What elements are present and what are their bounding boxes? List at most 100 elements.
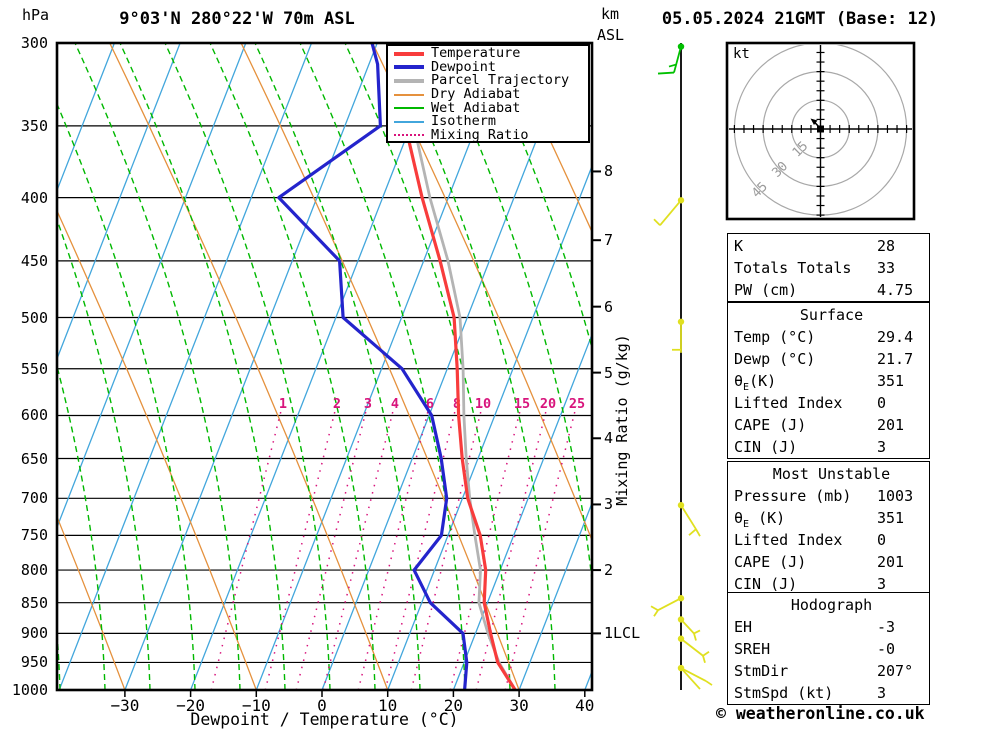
pressure-axis-unit: hPa	[22, 6, 50, 24]
wind-barb-dot	[677, 501, 685, 509]
wind-barb	[673, 46, 682, 73]
km-tick-label: 2	[604, 561, 614, 580]
pressure-tick-label: 300	[20, 34, 48, 52]
pressure-tick-label: 950	[20, 653, 48, 672]
panel-row-label: PW (cm)	[734, 281, 798, 299]
panel-row-value: 3	[877, 684, 887, 702]
panel-row-value: 3	[877, 438, 887, 456]
panel-row-label: CAPE (J)	[734, 553, 807, 571]
temp-tick-label: −30	[110, 696, 140, 715]
legend-item: Parcel Trajectory	[394, 74, 588, 88]
panel-row-value: 351	[877, 372, 905, 390]
wind-barb	[705, 680, 713, 686]
wind-barb	[680, 504, 697, 530]
temp-tick-label: 30	[509, 696, 529, 715]
legend-item: Wet Adiabat	[394, 101, 588, 115]
pressure-tick-label: 650	[20, 449, 48, 468]
temp-tick-label: −10	[241, 696, 271, 715]
mixing-ratio-line-label: 3	[364, 396, 372, 412]
km-tick-label: 5	[604, 363, 614, 382]
panel-row-value: 21.7	[877, 350, 914, 368]
pressure-tick-label: 350	[20, 116, 48, 135]
wind-barb	[653, 218, 661, 226]
panel-row: θE (K) 351	[734, 507, 929, 530]
panel-row-label: Lifted Index	[734, 394, 843, 412]
panel-row-value: 28	[877, 237, 896, 255]
panel-title: Surface	[799, 306, 864, 324]
hodograph-origin-dot	[817, 125, 824, 133]
hodograph-unit-label: kt	[733, 46, 750, 62]
panel-row-value: 351	[877, 509, 905, 527]
pressure-tick-label: 450	[20, 251, 48, 270]
panel-row-value: 201	[877, 553, 905, 571]
legend-item: Dewpoint	[394, 58, 588, 75]
wind-barb	[668, 63, 677, 68]
panel-row: StmSpd (kt) 3	[734, 682, 929, 704]
wind-barb-dot	[677, 635, 685, 642]
wind-barb	[693, 629, 701, 635]
wind-barb	[657, 597, 682, 612]
wind-barb	[653, 609, 659, 617]
legend-item: Mixing Ratio	[394, 126, 588, 143]
km-tick-label: 4	[604, 429, 614, 448]
panel-row: CIN (J) 3	[734, 436, 929, 458]
legend-line-sample	[394, 134, 424, 137]
legend-item-label: Mixing Ratio	[431, 126, 529, 143]
panel-row-value: 4.75	[877, 281, 914, 299]
panel-row: K 28	[734, 235, 929, 257]
legend-line-sample	[394, 78, 424, 83]
panel-row-label: Lifted Index	[734, 531, 843, 549]
panel-row-label: θE(K)	[734, 372, 777, 393]
series-temperature	[392, 42, 517, 691]
x-axis-title: Dewpoint / Temperature (°C)	[190, 710, 459, 729]
pressure-tick-label: 500	[20, 308, 48, 327]
wind-barb	[680, 638, 704, 657]
legend: Temperature Dewpoint Parcel Trajectory Dry …	[386, 44, 590, 143]
panel-row-value: -3	[877, 618, 896, 636]
legend-item: Isotherm	[394, 115, 588, 129]
legend-item-label: Dewpoint	[431, 58, 497, 75]
wind-barb-dot	[677, 616, 685, 623]
temp-tick-label: 20	[443, 696, 464, 715]
mixing-ratio-line-label: 10	[475, 396, 491, 412]
pressure-tick-label: 1000	[11, 681, 48, 699]
panel-row: Lifted Index 0	[734, 392, 929, 414]
legend-item-label: Temperature	[431, 45, 521, 62]
km-tick-label: 8	[604, 162, 614, 181]
legend-line-sample	[394, 120, 424, 123]
panel-row-value: 207°	[877, 662, 914, 680]
panel-row: CAPE (J) 201	[734, 551, 929, 573]
panel-row-value: 0	[877, 531, 887, 549]
temp-tick-label: 0	[317, 696, 327, 715]
panel-row: PW (cm) 4.75	[734, 279, 929, 301]
panel-row-label: θE (K)	[734, 509, 786, 530]
datetime-label: 05.05.2024 21GMT (Base: 12)	[661, 9, 939, 29]
legend-line-sample	[394, 93, 424, 96]
legend-item-label: Isotherm	[431, 113, 497, 130]
temp-tick-label: 10	[378, 696, 398, 715]
wind-barb-dot	[677, 197, 685, 204]
panel-row-label: CAPE (J)	[734, 416, 807, 434]
wind-barb-dot	[677, 664, 685, 672]
panel-row-label: EH	[734, 618, 753, 636]
pressure-tick-label: 800	[20, 561, 48, 580]
panel-row: EH -3	[734, 616, 929, 638]
panel-row-value: 0	[877, 394, 887, 412]
panel-row: Pressure (mb) 1003	[734, 485, 929, 507]
hodograph-ring-label: 15	[790, 139, 812, 161]
series-dewpoint	[277, 42, 469, 691]
panel-row-value: 29.4	[877, 328, 914, 346]
mixing-ratio-axis-title: Mixing Ratio (g/kg)	[613, 334, 631, 506]
wind-barb	[688, 528, 697, 536]
panel-row-label: CIN (J)	[734, 438, 798, 456]
panel-row: CAPE (J) 201	[734, 414, 929, 436]
mixing-ratio-line-label: 25	[569, 396, 585, 412]
mixing-ratio-line-label: 1	[279, 396, 287, 412]
km-axis-unit: km	[601, 5, 620, 23]
pressure-tick-label: 850	[20, 593, 48, 612]
panel-row: Lifted Index 0	[734, 529, 929, 551]
panel-row-label: Dewp (°C)	[734, 350, 816, 368]
series-parcel-trajectory	[400, 42, 517, 691]
wind-barb	[659, 199, 682, 226]
